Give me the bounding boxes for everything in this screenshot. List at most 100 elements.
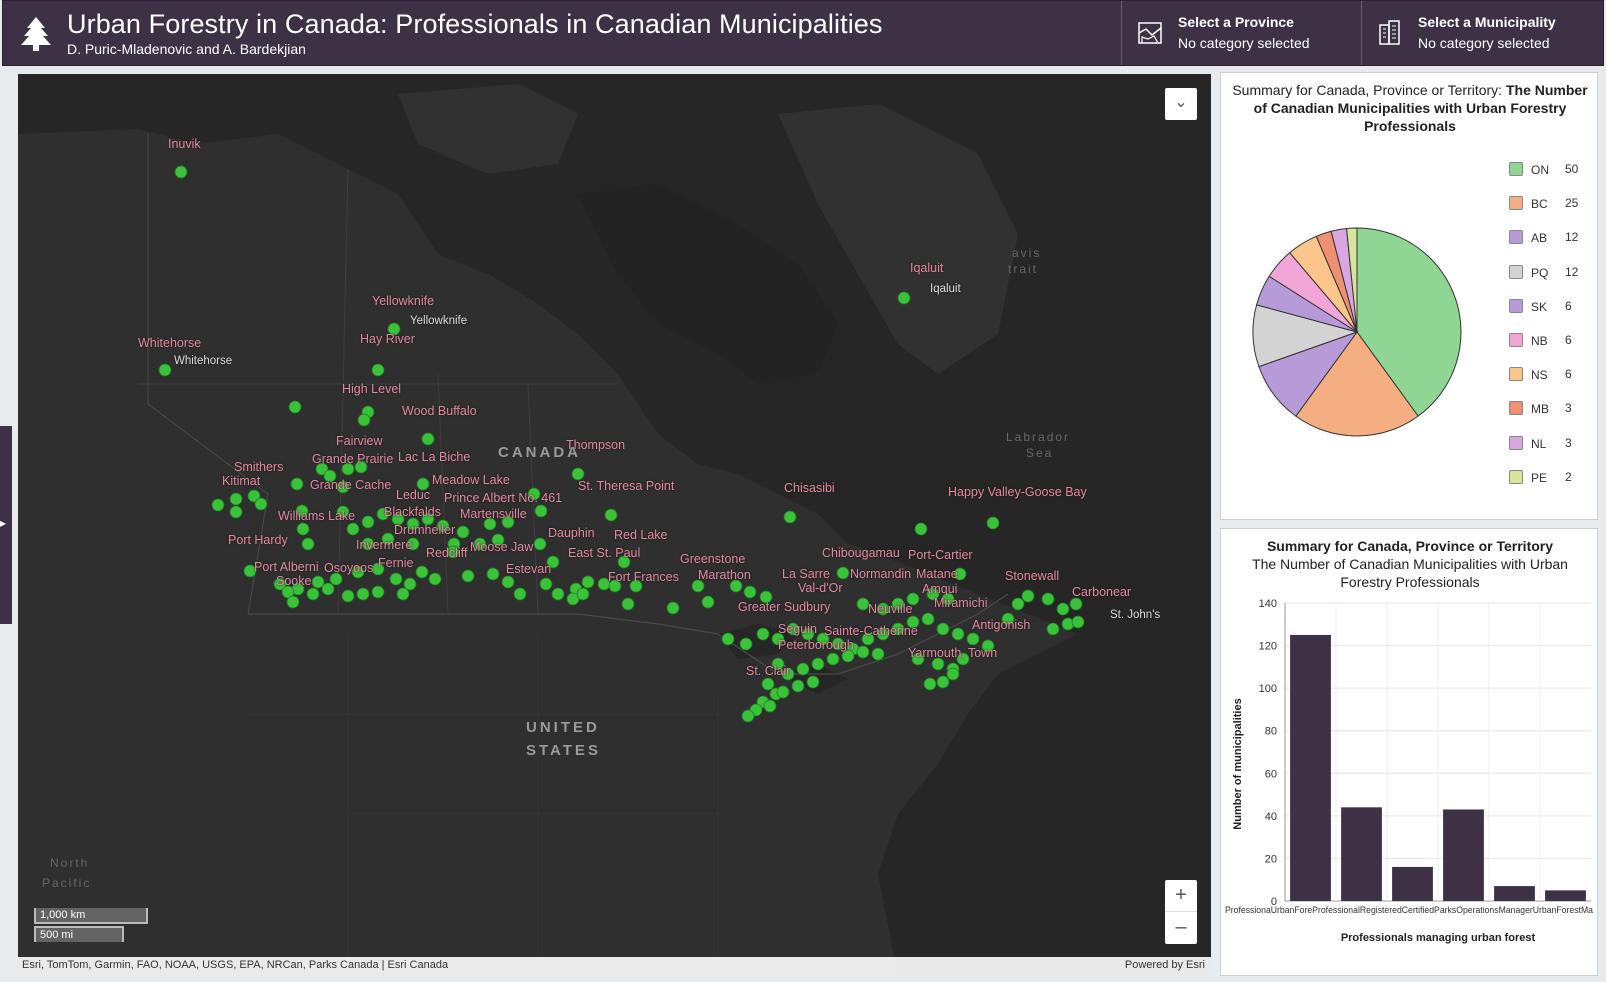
pie-slice-ON[interactable] xyxy=(1356,227,1462,417)
municipality-selector[interactable]: Select a Municipality No category select… xyxy=(1361,1,1606,65)
bar-5[interactable] xyxy=(1545,890,1586,901)
map-label[interactable]: Happy Valley-Goose Bay xyxy=(948,485,1087,499)
y-tick-label: 40 xyxy=(1265,811,1277,823)
map-label[interactable]: Peterborough xyxy=(778,638,854,652)
y-tick-label: 0 xyxy=(1271,896,1277,908)
map-label[interactable]: Amqui xyxy=(922,582,958,596)
map-label[interactable]: Smithers xyxy=(234,460,284,474)
pie-chart[interactable] xyxy=(1221,143,1599,473)
side-panel-toggle[interactable]: ▸ xyxy=(0,426,12,624)
map-label[interactable]: Inuvik xyxy=(168,137,201,151)
map-label[interactable]: St. Clair xyxy=(746,664,791,678)
province-selector-value: No category selected xyxy=(1178,35,1310,51)
bar-3[interactable] xyxy=(1443,809,1484,901)
bar-1[interactable] xyxy=(1341,807,1382,901)
map-label[interactable]: Estevan xyxy=(506,562,552,576)
zoom-in-button[interactable]: + xyxy=(1165,880,1197,912)
water-label-labrador-2: Sea xyxy=(1026,446,1054,460)
pie-slice-PE[interactable] xyxy=(1346,227,1358,333)
zoom-out-button[interactable]: – xyxy=(1175,916,1187,938)
y-tick-label: 100 xyxy=(1259,683,1277,695)
basemap xyxy=(18,84,1211,975)
collapse-button[interactable]: ⌄ xyxy=(1165,88,1197,120)
map-label[interactable]: Meadow Lake xyxy=(432,473,510,487)
map-label[interactable]: Chisasibi xyxy=(784,481,835,495)
map-label[interactable]: Iqaluit xyxy=(910,261,944,275)
map-label[interactable]: Greenstone xyxy=(680,552,746,566)
map-label[interactable]: Red Lake xyxy=(614,528,668,542)
map-label-city[interactable]: Whitehorse xyxy=(174,355,233,367)
map-label[interactable]: Williams Lake xyxy=(278,509,356,523)
map-label[interactable]: Whitehorse xyxy=(138,336,202,350)
map-label[interactable]: Port Alberni xyxy=(254,560,319,574)
map-label[interactable]: Miramichi xyxy=(934,596,988,610)
legend-label: MB xyxy=(1531,402,1549,417)
map-label[interactable]: Seguin xyxy=(778,622,817,636)
map-attribution: Esri, TomTom, Garmin, FAO, NOAA, USGS, E… xyxy=(18,957,1211,975)
map-label[interactable]: High Level xyxy=(342,382,402,396)
map-label[interactable]: Matane xyxy=(916,567,958,581)
map-label[interactable]: Yellowknife xyxy=(372,294,435,308)
map-label[interactable]: Stonewall xyxy=(1005,569,1060,583)
map-label[interactable]: Neuville xyxy=(868,602,913,616)
map-label[interactable]: Drumheller xyxy=(394,523,456,537)
map-label[interactable]: Blackfalds xyxy=(384,505,441,519)
pie-slice-BC[interactable] xyxy=(1295,331,1419,437)
bar-chart-panel: Summary for Canada, Province or Territor… xyxy=(1220,528,1598,976)
water-label-north-pacific-2: Pacific xyxy=(42,876,92,890)
map-label[interactable]: Hay River xyxy=(360,332,415,346)
map-label[interactable]: La Sarre xyxy=(782,567,830,581)
pie-chart-title: Summary for Canada, Province or Territor… xyxy=(1231,81,1589,135)
map-label[interactable]: Fairview xyxy=(336,434,383,448)
map-label[interactable]: Fort Frances xyxy=(608,570,679,584)
map-label[interactable]: Greater Sudbury xyxy=(738,600,831,614)
map-label[interactable]: Redcliff xyxy=(426,546,468,560)
map-label[interactable]: Martensville xyxy=(460,507,527,521)
map-label[interactable]: Prince Albert No. 461 xyxy=(444,491,563,505)
attribution-text[interactable]: Esri, TomTom, Garmin, FAO, NOAA, USGS, E… xyxy=(22,959,449,971)
map-label[interactable]: Leduc xyxy=(396,488,431,502)
map-label[interactable]: Antigonish xyxy=(972,618,1031,632)
map-label-city[interactable]: Iqaluit xyxy=(930,283,961,295)
map-label[interactable]: Thompson xyxy=(566,438,626,452)
map-label[interactable]: Invermere xyxy=(356,538,413,552)
map-label[interactable]: Lac La Biche xyxy=(398,450,471,464)
map-label[interactable]: Sainte-Catherine xyxy=(824,624,918,638)
map-label[interactable]: Grande Prairie xyxy=(312,452,394,466)
buildings-icon xyxy=(1379,20,1400,45)
map-label[interactable]: Port-Cartier xyxy=(908,548,973,562)
map-label[interactable]: Chibougamau xyxy=(822,546,900,560)
map-label[interactable]: Wood Buffalo xyxy=(402,404,477,418)
map-label[interactable]: East St. Paul xyxy=(568,546,641,560)
x-tick-labels: ProfessionaUrbanForeProfessionalRegister… xyxy=(1225,905,1594,916)
map-label-city[interactable]: Yellowknife xyxy=(410,315,468,327)
map-label[interactable]: Kitimat xyxy=(222,474,261,488)
map-label-city[interactable]: St. John's xyxy=(1110,609,1161,621)
bar-chart[interactable]: 0 20 40 60 80 100 120 140 ProfessionaUrbanForePr… xyxy=(1221,587,1599,977)
province-selector[interactable]: Select a Province No category selected xyxy=(1121,1,1361,65)
map-label[interactable]: Normandin xyxy=(850,567,912,581)
legend-swatch xyxy=(1509,230,1523,245)
map-label[interactable]: Carbonear xyxy=(1072,585,1132,599)
map-view[interactable]: CANADA UNITED STATES Labrador Sea North … xyxy=(18,74,1211,975)
water-label-davis-1: avis xyxy=(1012,246,1042,260)
legend-swatch xyxy=(1509,401,1523,416)
legend-label: NS xyxy=(1531,368,1548,383)
scale-mi: 500 mi xyxy=(34,926,124,942)
map-label[interactable]: Fernie xyxy=(378,556,414,570)
powered-by-esri[interactable]: Powered by Esri xyxy=(1124,959,1205,971)
map-label[interactable]: Sooke xyxy=(276,574,312,588)
map-label[interactable]: Val-d'Or xyxy=(798,581,843,595)
bar-2[interactable] xyxy=(1392,866,1433,901)
map-label[interactable]: St. Theresa Point xyxy=(578,479,675,493)
bar-0[interactable] xyxy=(1290,634,1331,901)
map-label[interactable]: Dauphin xyxy=(548,526,595,540)
pie-title-prefix: Summary for Canada, Province or Territor… xyxy=(1232,82,1506,98)
map-label[interactable]: Osoyoos xyxy=(324,561,374,575)
map-label[interactable]: Yarmouth, Town xyxy=(908,646,998,660)
map-label[interactable]: Moose Jaw xyxy=(470,540,534,554)
bar-4[interactable] xyxy=(1494,886,1535,901)
map-label[interactable]: Marathon xyxy=(698,568,751,582)
map-label[interactable]: Grande Cache xyxy=(310,478,392,492)
map-label[interactable]: Port Hardy xyxy=(228,533,288,547)
